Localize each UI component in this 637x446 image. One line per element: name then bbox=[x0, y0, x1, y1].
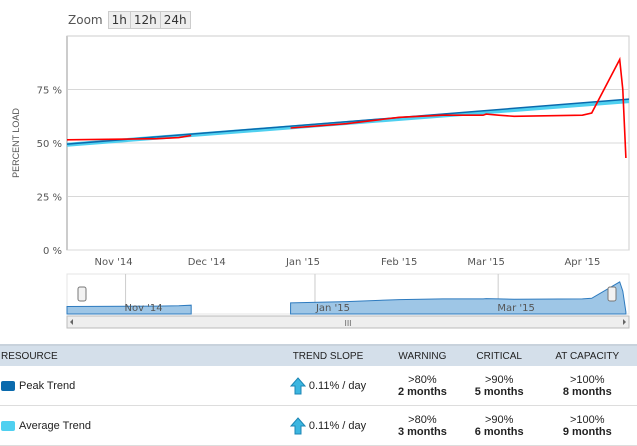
x-tick-label: Mar '15 bbox=[467, 257, 505, 268]
x-tick-label: Dec '14 bbox=[188, 257, 226, 268]
navigator-label: Mar '15 bbox=[497, 303, 535, 314]
capacity-time: 9 months bbox=[562, 425, 612, 438]
navigator-series bbox=[290, 281, 627, 315]
navigator-series bbox=[66, 304, 192, 315]
load-series-line bbox=[290, 56, 627, 159]
load-series-line bbox=[66, 134, 192, 141]
navigator-left-handle[interactable] bbox=[77, 286, 87, 302]
zoom-bar: Zoom 1h 12h 24h bbox=[68, 11, 191, 29]
navigator-label: Jan '15 bbox=[315, 303, 350, 314]
up-arrow-icon bbox=[289, 376, 306, 394]
navigator-scrollbar[interactable] bbox=[66, 315, 630, 329]
col-critical: CRITICAL bbox=[460, 344, 538, 366]
trend-slope: 0.11% / day bbox=[308, 379, 367, 392]
peak-trend-swatch bbox=[1, 380, 15, 391]
zoom-label: Zoom bbox=[68, 13, 103, 27]
scroll-right-icon bbox=[623, 319, 626, 325]
table-row: Peak Trend 0.11% / day >80% 2 months >90%… bbox=[0, 366, 637, 406]
average-trend-swatch bbox=[1, 420, 15, 431]
zoom-1h-button[interactable]: 1h bbox=[107, 11, 131, 29]
critical-time: 6 months bbox=[474, 425, 524, 438]
col-warning: WARNING bbox=[384, 344, 461, 366]
resource-name: Average Trend bbox=[19, 419, 91, 432]
col-resource: RESOURCE bbox=[0, 344, 272, 366]
critical-threshold: >90% bbox=[484, 373, 514, 386]
resource-name: Peak Trend bbox=[19, 379, 76, 392]
x-tick-label: Feb '15 bbox=[381, 257, 417, 268]
y-axis-title: PERCENT LOAD bbox=[11, 108, 21, 178]
critical-time: 5 months bbox=[474, 385, 524, 398]
up-arrow-icon bbox=[289, 416, 306, 434]
warning-time: 2 months bbox=[397, 385, 447, 398]
x-tick-label: Jan '15 bbox=[285, 257, 320, 268]
load-chart: 0 % 25 % 50 % 75 % PERCENT LOAD Nov '14 Dec '1… bbox=[11, 35, 630, 329]
trend-table: RESOURCE TREND SLOPE WARNING CRITICAL AT… bbox=[0, 344, 637, 446]
table-row: Average Trend 0.11% / day >80% 3 months >… bbox=[0, 405, 637, 446]
y-tick-label: 25 % bbox=[37, 193, 62, 204]
y-tick-label: 0 % bbox=[43, 246, 62, 257]
zoom-24h-button[interactable]: 24h bbox=[159, 11, 191, 29]
scroll-left-icon bbox=[70, 319, 73, 325]
col-trend-slope: TREND SLOPE bbox=[272, 344, 384, 366]
trend-slope: 0.11% / day bbox=[308, 419, 367, 432]
navigator-label: Nov '14 bbox=[124, 303, 162, 314]
scrollbar-grip-icon: III bbox=[344, 319, 351, 328]
warning-time: 3 months bbox=[397, 425, 447, 438]
capacity-threshold: >100% bbox=[570, 373, 605, 386]
capacity-time: 8 months bbox=[562, 385, 612, 398]
critical-threshold: >90% bbox=[484, 413, 514, 426]
x-tick-label: Apr '15 bbox=[564, 257, 600, 268]
y-tick-label: 75 % bbox=[37, 86, 62, 97]
warning-threshold: >80% bbox=[408, 413, 437, 426]
y-tick-label: 50 % bbox=[37, 139, 62, 150]
navigator-right-handle[interactable] bbox=[607, 286, 617, 302]
x-tick-label: Nov '14 bbox=[94, 257, 132, 268]
col-at-capacity: AT CAPACITY bbox=[537, 344, 637, 366]
capacity-threshold: >100% bbox=[570, 413, 605, 426]
warning-threshold: >80% bbox=[408, 373, 437, 386]
peak-trend-line bbox=[66, 98, 630, 145]
